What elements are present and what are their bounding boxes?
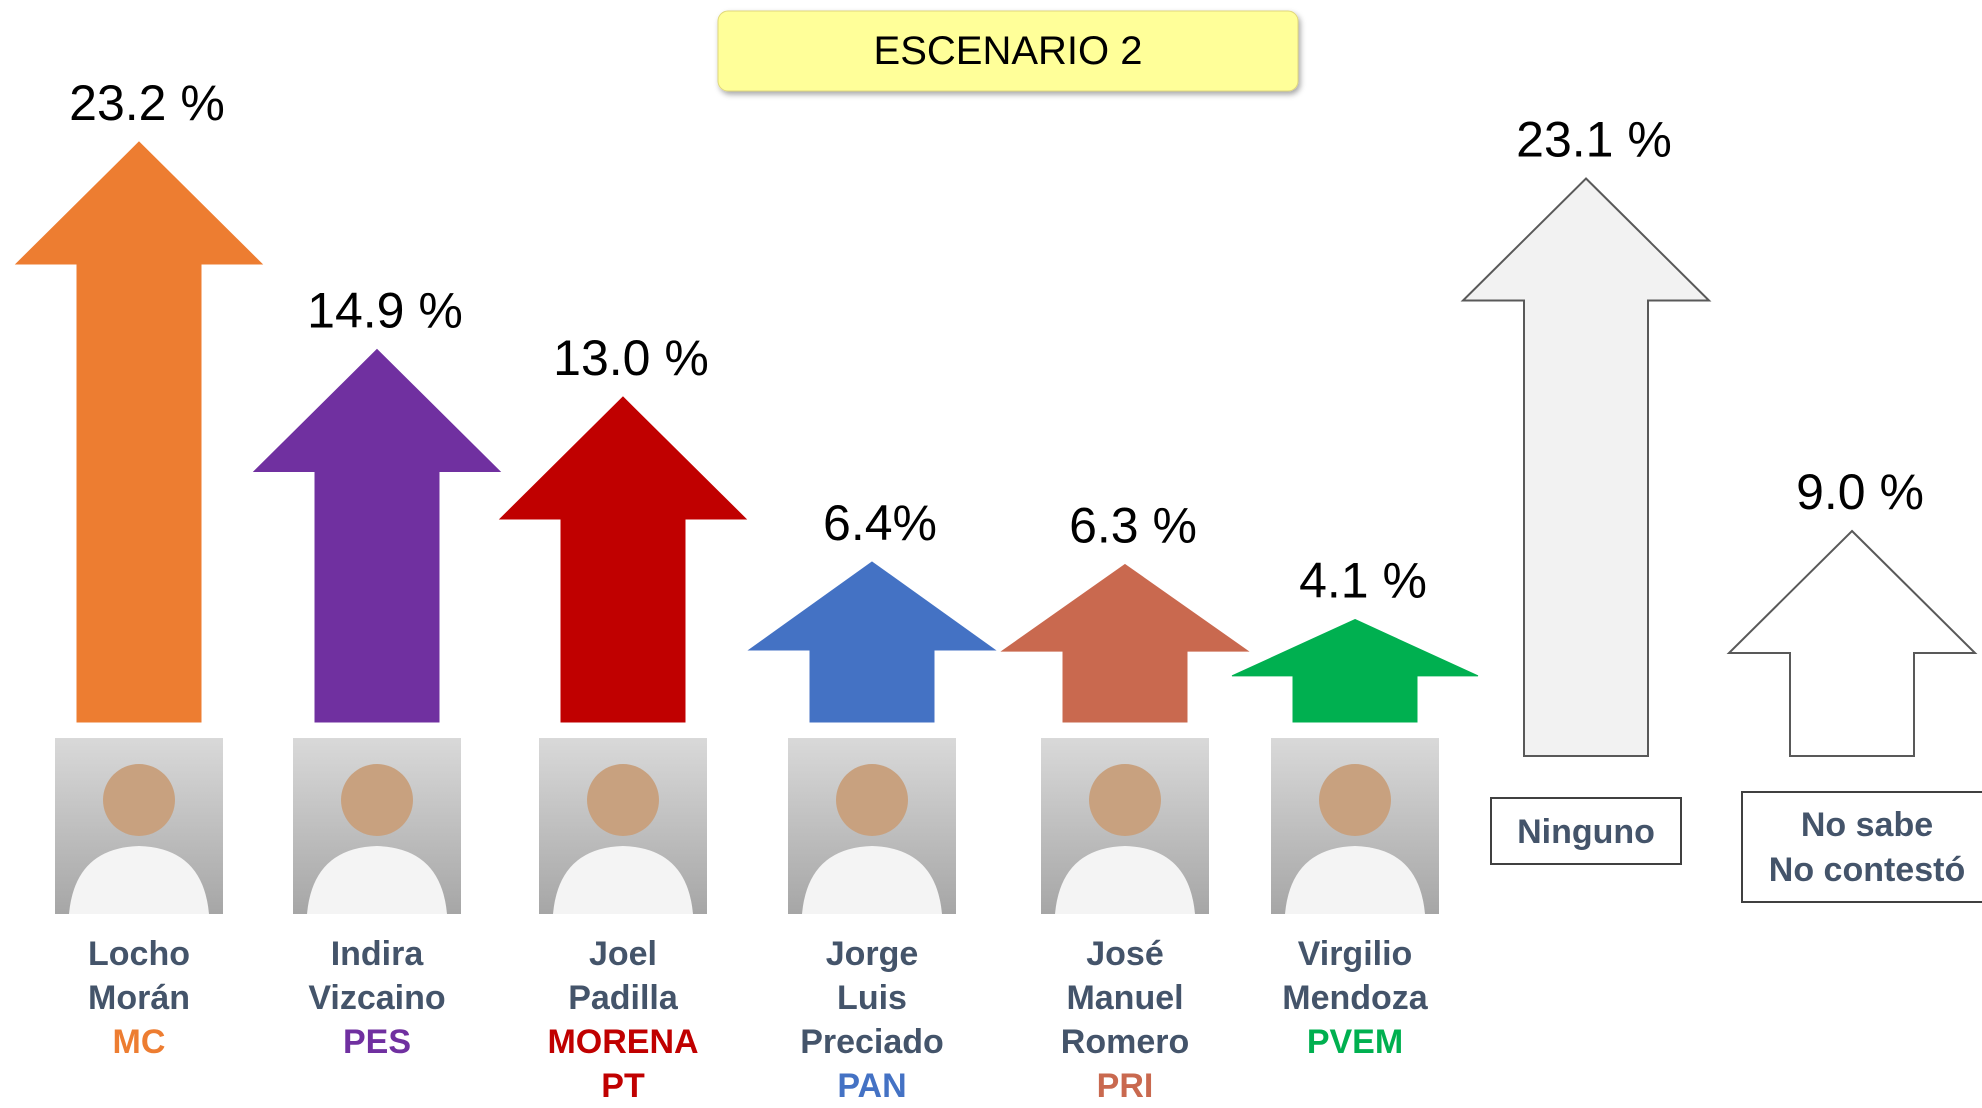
candidate-name: Indira Vizcaino [308, 935, 445, 1017]
arrow [14, 141, 264, 723]
photo-body [802, 846, 942, 914]
arrow [1231, 618, 1479, 723]
option-box [1490, 797, 1682, 865]
photo-body [69, 846, 209, 914]
photo-body [307, 846, 447, 914]
photo-head [341, 764, 413, 836]
arrow [1000, 563, 1250, 723]
party-label: PRI [1097, 1067, 1154, 1105]
candidate-name: José Manuel Romero [1061, 935, 1189, 1061]
option-label: Ninguno [1517, 813, 1655, 851]
party-label: PES [343, 1023, 411, 1061]
photo-head [836, 764, 908, 836]
party-label: MORENA PT [547, 1023, 698, 1105]
candidate-photo [55, 738, 223, 914]
candidate-name: Jorge Luis Preciado [800, 935, 944, 1061]
party-label: MC [113, 1023, 166, 1061]
value-label: 14.9 % [307, 283, 463, 339]
value-label: 23.1 % [1516, 112, 1672, 168]
value-label: 6.4% [823, 495, 937, 551]
value-label: 23.2 % [69, 75, 225, 131]
arrow [1460, 177, 1712, 757]
candidate-photo [539, 738, 707, 914]
photo-head [1319, 764, 1391, 836]
photo-head [587, 764, 659, 836]
value-label: 13.0 % [553, 330, 709, 386]
candidate-photo [1271, 738, 1439, 914]
candidate-photo [788, 738, 956, 914]
arrow [747, 561, 997, 723]
candidate-photo [1041, 738, 1209, 914]
photo-head [1089, 764, 1161, 836]
arrow [252, 348, 502, 723]
value-label: 6.3 % [1069, 498, 1197, 554]
photo-body [1285, 846, 1425, 914]
candidate-name: Joel Padilla [568, 935, 679, 1017]
arrow [1726, 529, 1978, 757]
photo-body [1055, 846, 1195, 914]
title-box [717, 10, 1299, 92]
party-label: PAN [837, 1067, 906, 1105]
photo-body [553, 846, 693, 914]
chart-title: ESCENARIO 2 [874, 29, 1143, 73]
party-label: PVEM [1307, 1023, 1403, 1061]
value-label: 9.0 % [1796, 464, 1924, 520]
option-box [1741, 791, 1982, 903]
candidate-name: Locho Morán [88, 935, 190, 1017]
option-label: No sabe No contestó [1769, 806, 1965, 889]
arrow [498, 396, 748, 723]
photo-head [103, 764, 175, 836]
value-label: 4.1 % [1299, 553, 1427, 609]
candidate-name: Virgilio Mendoza [1282, 935, 1429, 1017]
candidate-photo [293, 738, 461, 914]
